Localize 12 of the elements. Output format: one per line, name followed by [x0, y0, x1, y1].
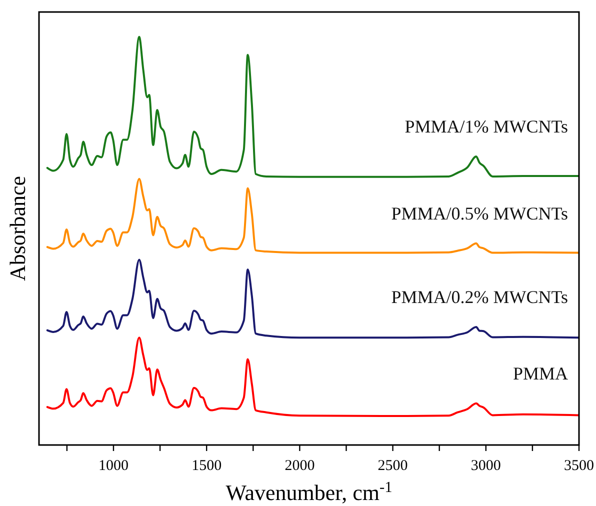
- x-tick-label: 3500: [564, 458, 594, 474]
- series-label: PMMA/1% MWCNTs: [404, 116, 568, 136]
- x-tick-label: 1000: [98, 458, 128, 474]
- x-tick-label: 1500: [192, 458, 222, 474]
- x-tick-label: 3000: [470, 458, 501, 474]
- series-label: PMMA: [512, 363, 568, 384]
- x-axis-title: Wavenumber, cm$^{-1}$: [226, 478, 392, 505]
- series-label: PMMA/0.2% MWCNTs: [391, 287, 568, 308]
- y-axis-title: Absorbance: [5, 176, 30, 282]
- x-tick-label: 2500: [378, 458, 408, 474]
- series-label: PMMA/0.5% MWCNTs: [391, 203, 568, 224]
- x-tick-label: 2000: [284, 458, 315, 474]
